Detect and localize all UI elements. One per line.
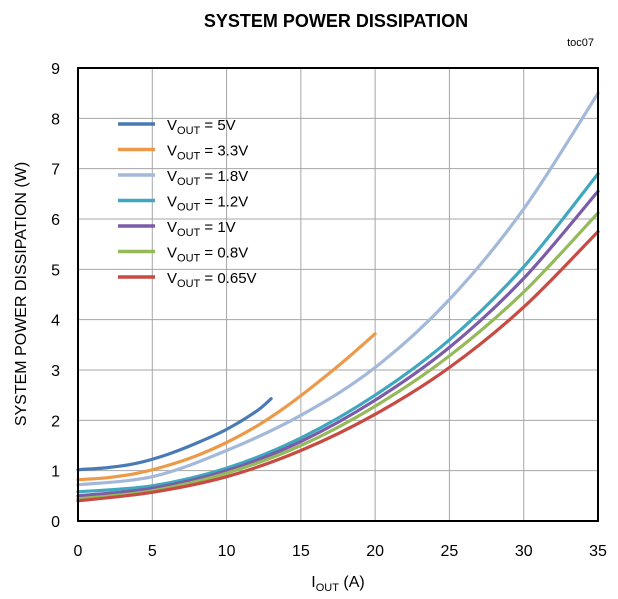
series-line-6: [76, 211, 600, 501]
legend-label: VOUT = 0.65V: [167, 270, 257, 290]
legend-label: VOUT = 3.3V: [167, 143, 248, 163]
x-tick-label: 25: [441, 543, 459, 560]
x-tick-labels: 0 5 10 15 20 25 30 35: [74, 543, 607, 560]
series-line-3: [76, 91, 600, 487]
x-tick-label: 10: [218, 543, 236, 560]
legend-label: VOUT = 5V: [167, 117, 236, 137]
series-line-4: [76, 172, 600, 494]
legend-label: VOUT = 1.8V: [167, 168, 248, 188]
y-axis-label: SYSTEM POWER DISSIPATION (W): [13, 162, 30, 426]
x-tick-label: 15: [292, 543, 310, 560]
x-tick-label: 0: [74, 543, 83, 560]
y-tick-labels: 0 1 2 3 4 5 6 7 8 9: [51, 61, 60, 531]
x-tick-label: 20: [366, 543, 384, 560]
data-series: [76, 91, 600, 503]
y-tick-label: 2: [51, 413, 60, 430]
y-tick-label: 0: [51, 514, 60, 531]
y-tick-label: 6: [51, 212, 60, 229]
plot-frame: [77, 67, 599, 522]
series-line-1: [76, 397, 273, 472]
series-line-5: [76, 189, 600, 498]
legend-label: VOUT = 0.8V: [167, 245, 248, 265]
y-tick-label: 4: [51, 313, 60, 330]
legend: VOUT = 5V VOUT = 3.3V VOUT = 1.8V VOUT = 1.…: [118, 117, 257, 290]
y-tick-label: 1: [51, 464, 60, 481]
chart-title: SYSTEM POWER DISSIPATION: [204, 11, 468, 31]
x-tick-label: 35: [589, 543, 607, 560]
x-tick-label: 30: [515, 543, 533, 560]
x-axis-label: IOUT (A): [311, 574, 364, 594]
y-tick-label: 9: [51, 61, 60, 78]
series-line-7: [76, 230, 600, 503]
y-tick-label: 3: [51, 363, 60, 380]
legend-label: VOUT = 1.2V: [167, 194, 248, 214]
grid: [78, 68, 598, 521]
legend-label: VOUT = 1V: [167, 219, 236, 239]
figure-tag: toc07: [567, 37, 594, 49]
y-tick-label: 5: [51, 262, 60, 279]
x-tick-label: 5: [148, 543, 157, 560]
y-tick-label: 8: [51, 111, 60, 128]
y-tick-label: 7: [51, 162, 60, 179]
series-line-2: [76, 332, 377, 482]
